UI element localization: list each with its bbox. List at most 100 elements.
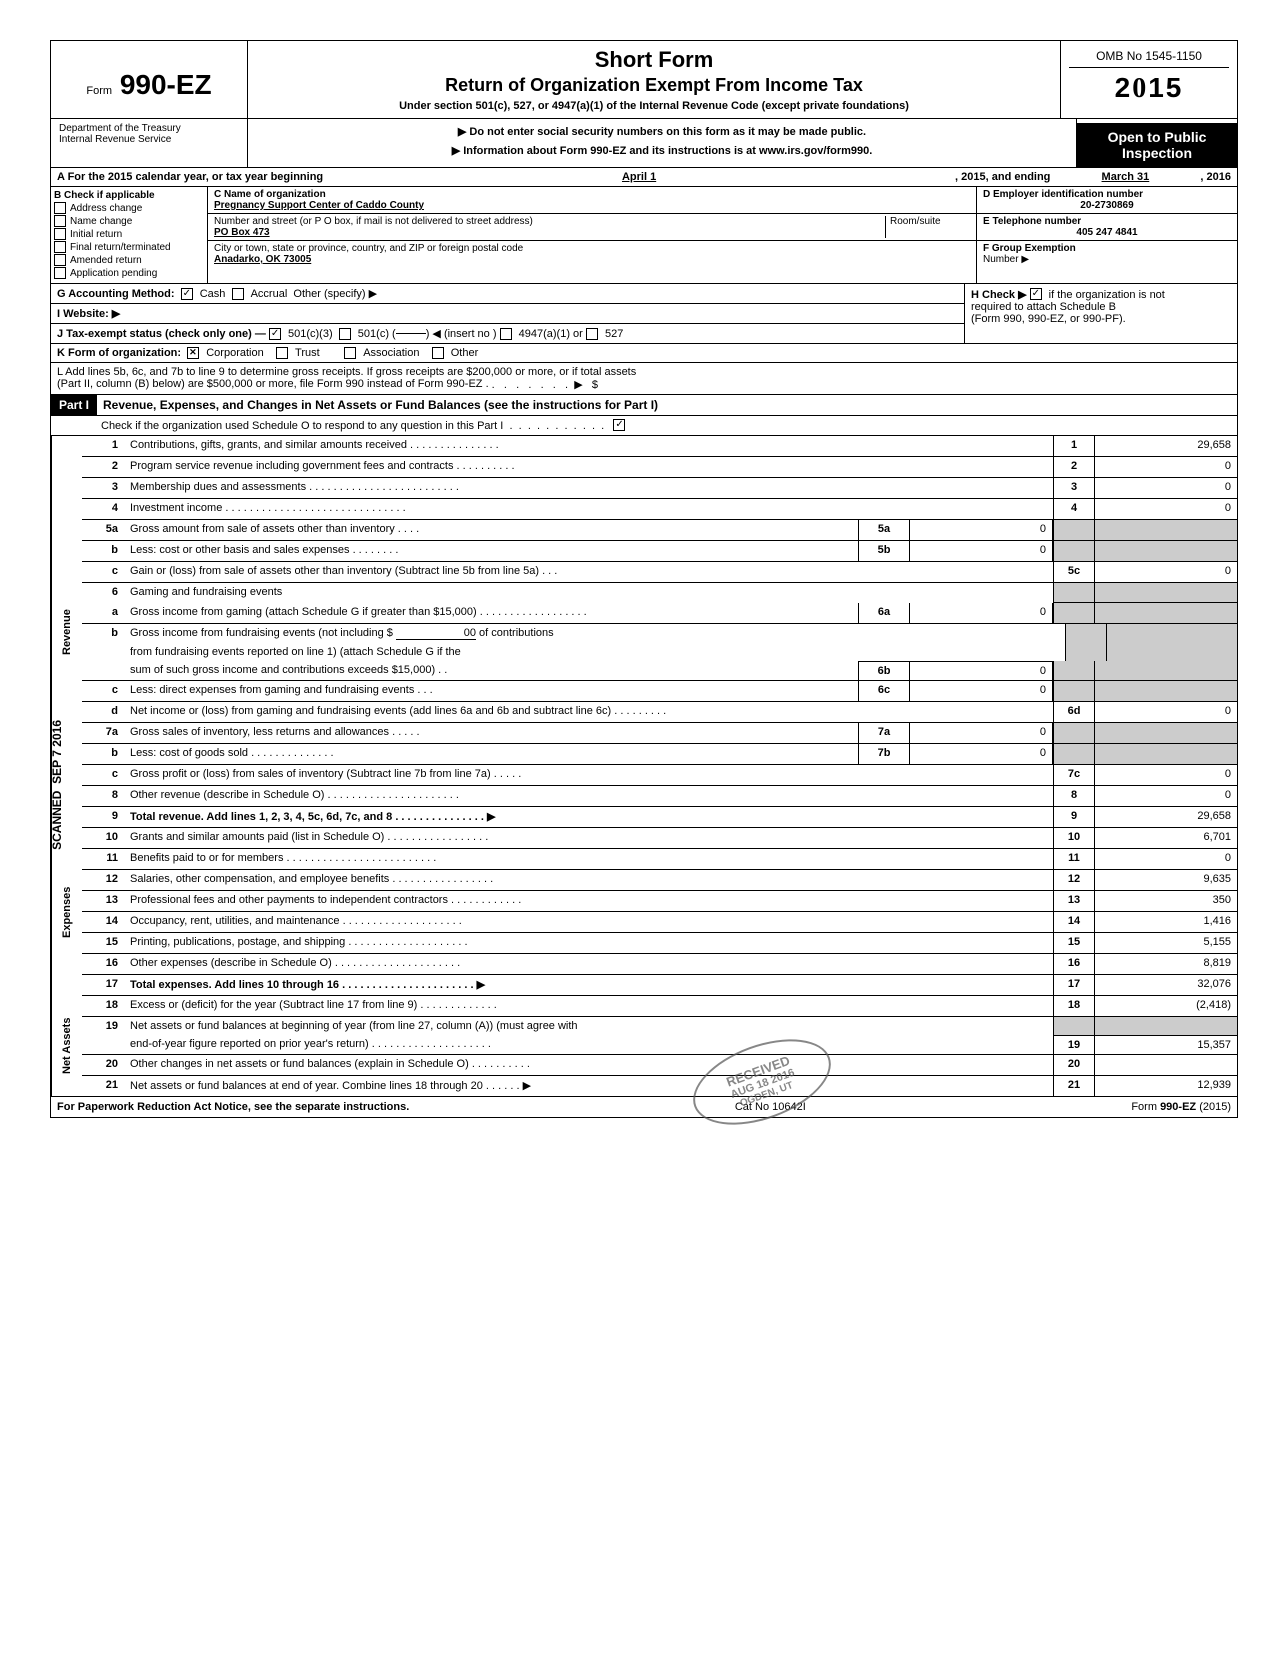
line-5a: 5a Gross amount from sale of assets othe… <box>82 520 1237 541</box>
line-14: 14 Occupancy, rent, utilities, and maint… <box>82 912 1237 933</box>
sidebar-netassets: Net Assets <box>51 996 82 1096</box>
val-9: 29,658 <box>1094 807 1237 827</box>
check-other-org[interactable] <box>432 347 444 359</box>
section-h: H Check ▶ if the organization is not req… <box>964 284 1237 343</box>
short-form-title: Short Form <box>254 47 1054 73</box>
check-cash[interactable] <box>181 288 193 300</box>
line-6a: a Gross income from gaming (attach Sched… <box>82 603 1237 624</box>
section-bcdef: B Check if applicable Address change Nam… <box>51 187 1237 284</box>
val-7a: 0 <box>910 723 1053 743</box>
line-5c: c Gain or (loss) from sale of assets oth… <box>82 562 1237 583</box>
section-l: L Add lines 5b, 6c, and 7b to line 9 to … <box>51 363 1237 395</box>
c-city-label: City or town, state or province, country… <box>214 243 970 254</box>
scanned-stamp: SCANNED SEP 7 2016 <box>50 720 64 850</box>
val-6c: 0 <box>910 681 1053 701</box>
check-name[interactable] <box>54 215 66 227</box>
f-label2: Number ▶ <box>983 254 1231 265</box>
check-corp[interactable] <box>187 347 199 359</box>
check-trust[interactable] <box>276 347 288 359</box>
g-label: G Accounting Method: <box>57 288 175 300</box>
check-501c[interactable] <box>339 328 351 340</box>
footer-left: For Paperwork Reduction Act Notice, see … <box>57 1101 409 1113</box>
line-8: 8 Other revenue (describe in Schedule O)… <box>82 786 1237 807</box>
dept-row: Department of the Treasury Internal Reve… <box>51 119 1237 168</box>
tax-year: 2015 <box>1069 67 1229 105</box>
val-11: 0 <box>1094 849 1237 869</box>
omb-cell: OMB No 1545-1150 2015 <box>1060 41 1237 118</box>
val-1: 29,658 <box>1094 436 1237 456</box>
d-label: D Employer identification number <box>983 189 1231 200</box>
check-schedule-o[interactable] <box>613 419 625 431</box>
line-12: 12 Salaries, other compensation, and emp… <box>82 870 1237 891</box>
line-20: 20 Other changes in net assets or fund b… <box>82 1055 1237 1076</box>
val-21: 12,939 <box>1094 1076 1237 1096</box>
val-7b: 0 <box>910 744 1053 764</box>
tax-year-begin: April 1 <box>323 171 955 183</box>
check-h[interactable] <box>1030 288 1042 300</box>
line-7a: 7a Gross sales of inventory, less return… <box>82 723 1237 744</box>
c-addr-label: Number and street (or P O box, if mail i… <box>214 216 885 227</box>
val-6b: 0 <box>910 661 1053 680</box>
line-17: 17 Total expenses. Add lines 10 through … <box>82 975 1237 996</box>
dept-irs: Internal Revenue Service <box>59 134 239 145</box>
val-8: 0 <box>1094 786 1237 806</box>
phone: 405 247 4841 <box>983 227 1231 238</box>
val-13: 350 <box>1094 891 1237 911</box>
part1-label: Part I <box>51 395 97 415</box>
check-address[interactable] <box>54 202 66 214</box>
check-final[interactable] <box>54 241 66 253</box>
footer: For Paperwork Reduction Act Notice, see … <box>51 1097 1237 1117</box>
check-amended[interactable] <box>54 254 66 266</box>
form-number: 990-EZ <box>120 69 212 100</box>
open-public-2: Inspection <box>1081 145 1233 161</box>
val-7c: 0 <box>1094 765 1237 785</box>
tax-year-end: March 31 <box>1050 171 1200 183</box>
line-6b: b Gross income from fundraising events (… <box>82 624 1237 681</box>
header: Form 990-EZ Short Form Return of Organiz… <box>51 41 1237 119</box>
section-a-suffix: , 2016 <box>1200 171 1231 183</box>
val-19: 15,357 <box>1094 1035 1237 1054</box>
check-527[interactable] <box>586 328 598 340</box>
val-18: (2,418) <box>1094 996 1237 1016</box>
val-6a: 0 <box>910 603 1053 623</box>
line-5b: b Less: cost or other basis and sales ex… <box>82 541 1237 562</box>
omb-number: OMB No 1545-1150 <box>1069 49 1229 63</box>
form-990ez: Form 990-EZ Short Form Return of Organiz… <box>50 40 1238 1118</box>
val-5a: 0 <box>910 520 1053 540</box>
sidebar-expenses: Expenses <box>51 828 82 996</box>
section-a-mid: , 2015, and ending <box>955 171 1050 183</box>
val-3: 0 <box>1094 478 1237 498</box>
footer-right: Form 990-EZ (2015) <box>1131 1101 1231 1113</box>
line-19: 19 Net assets or fund balances at beginn… <box>82 1017 1237 1055</box>
org-address: PO Box 473 <box>214 227 885 238</box>
check-assoc[interactable] <box>344 347 356 359</box>
title-cell: Short Form Return of Organization Exempt… <box>248 41 1060 118</box>
j-label: J Tax-exempt status (check only one) — <box>57 328 266 340</box>
line-9: 9 Total revenue. Add lines 1, 2, 3, 4, 5… <box>82 807 1237 828</box>
check-initial[interactable] <box>54 228 66 240</box>
val-2: 0 <box>1094 457 1237 477</box>
line-2: 2 Program service revenue including gove… <box>82 457 1237 478</box>
revenue-block: Revenue 1 Contributions, gifts, grants, … <box>51 436 1237 828</box>
check-501c3[interactable] <box>269 328 281 340</box>
line-7c: c Gross profit or (loss) from sales of i… <box>82 765 1237 786</box>
val-4: 0 <box>1094 499 1237 519</box>
check-4947[interactable] <box>500 328 512 340</box>
f-label: F Group Exemption <box>983 243 1231 254</box>
part1-check-row: Check if the organization used Schedule … <box>51 416 1237 436</box>
org-city: Anadarko, OK 73005 <box>214 254 970 265</box>
org-name: Pregnancy Support Center of Caddo County <box>214 200 970 211</box>
val-12: 9,635 <box>1094 870 1237 890</box>
check-pending[interactable] <box>54 267 66 279</box>
section-gh: G Accounting Method: Cash Accrual Other … <box>51 284 1237 344</box>
line-6c: c Less: direct expenses from gaming and … <box>82 681 1237 702</box>
subtitle: Under section 501(c), 527, or 4947(a)(1)… <box>254 100 1054 112</box>
main-title: Return of Organization Exempt From Incom… <box>254 75 1054 96</box>
val-17: 32,076 <box>1094 975 1237 995</box>
info-cell: ▶ Do not enter social security numbers o… <box>248 119 1076 167</box>
expenses-block: Expenses 10 Grants and similar amounts p… <box>51 828 1237 996</box>
e-label: E Telephone number <box>983 216 1231 227</box>
section-k: K Form of organization: Corporation Trus… <box>51 344 1237 363</box>
check-accrual[interactable] <box>232 288 244 300</box>
section-a: A For the 2015 calendar year, or tax yea… <box>51 168 1237 187</box>
